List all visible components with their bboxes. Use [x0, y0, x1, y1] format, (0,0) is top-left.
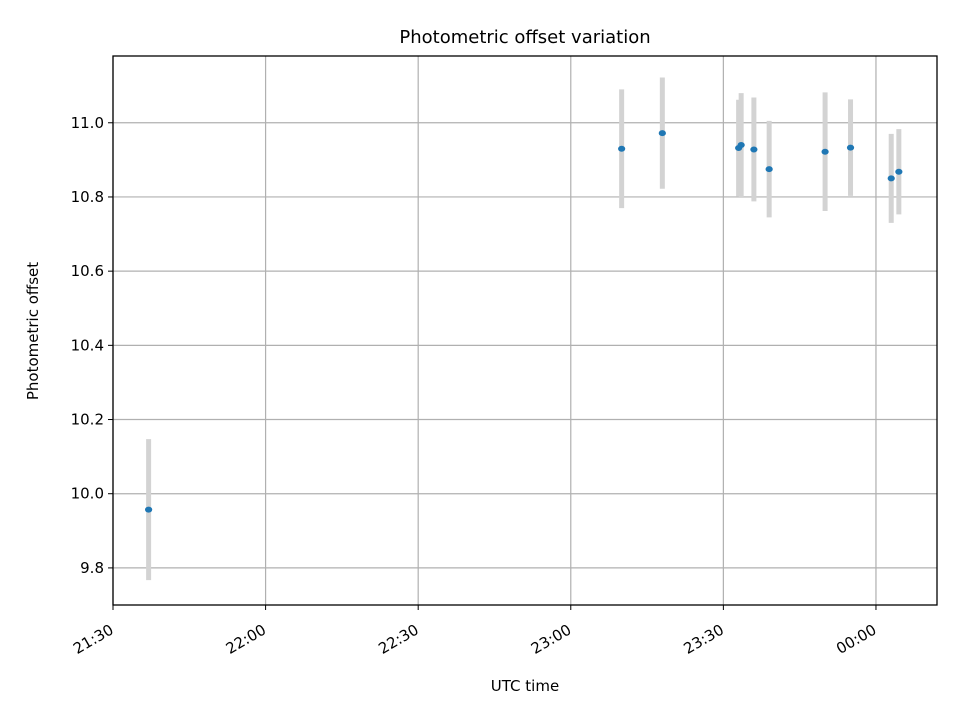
x-tick-label: 00:00 [833, 621, 879, 658]
y-axis-ticks: 9.8 10.0 10.2 10.4 10.6 10.8 11.0 [71, 114, 113, 577]
data-point [737, 142, 745, 149]
x-tick-label: 23:00 [528, 621, 574, 658]
data-point [618, 145, 626, 152]
x-tick-label: 21:30 [70, 621, 116, 658]
x-tick-label: 22:00 [223, 621, 269, 658]
data-points [145, 130, 903, 513]
y-tick-label: 10.2 [71, 411, 104, 429]
data-point [887, 175, 895, 182]
data-point [145, 506, 153, 513]
grid [112, 56, 937, 605]
y-tick-label: 9.8 [80, 559, 104, 577]
data-point [821, 148, 829, 155]
y-tick-label: 10.8 [71, 188, 104, 206]
y-tick-label: 11.0 [71, 114, 104, 132]
y-axis-label: Photometric offset [24, 262, 42, 400]
y-tick-label: 10.4 [71, 336, 104, 354]
x-tick-label: 23:30 [681, 621, 727, 658]
chart-title: Photometric offset variation [399, 27, 650, 48]
data-point [750, 146, 758, 153]
data-point [658, 130, 666, 137]
data-point [895, 168, 903, 175]
data-point [765, 166, 773, 173]
y-tick-label: 10.0 [71, 485, 104, 503]
x-axis-label: UTC time [491, 677, 559, 695]
error-bars [146, 77, 902, 581]
x-axis-ticks: 21:30 22:00 22:30 23:00 23:30 00:00 [70, 605, 880, 658]
data-point [846, 144, 855, 151]
plot-frame [112, 55, 938, 606]
y-tick-label: 10.6 [71, 262, 104, 280]
x-tick-label: 22:30 [375, 621, 421, 658]
